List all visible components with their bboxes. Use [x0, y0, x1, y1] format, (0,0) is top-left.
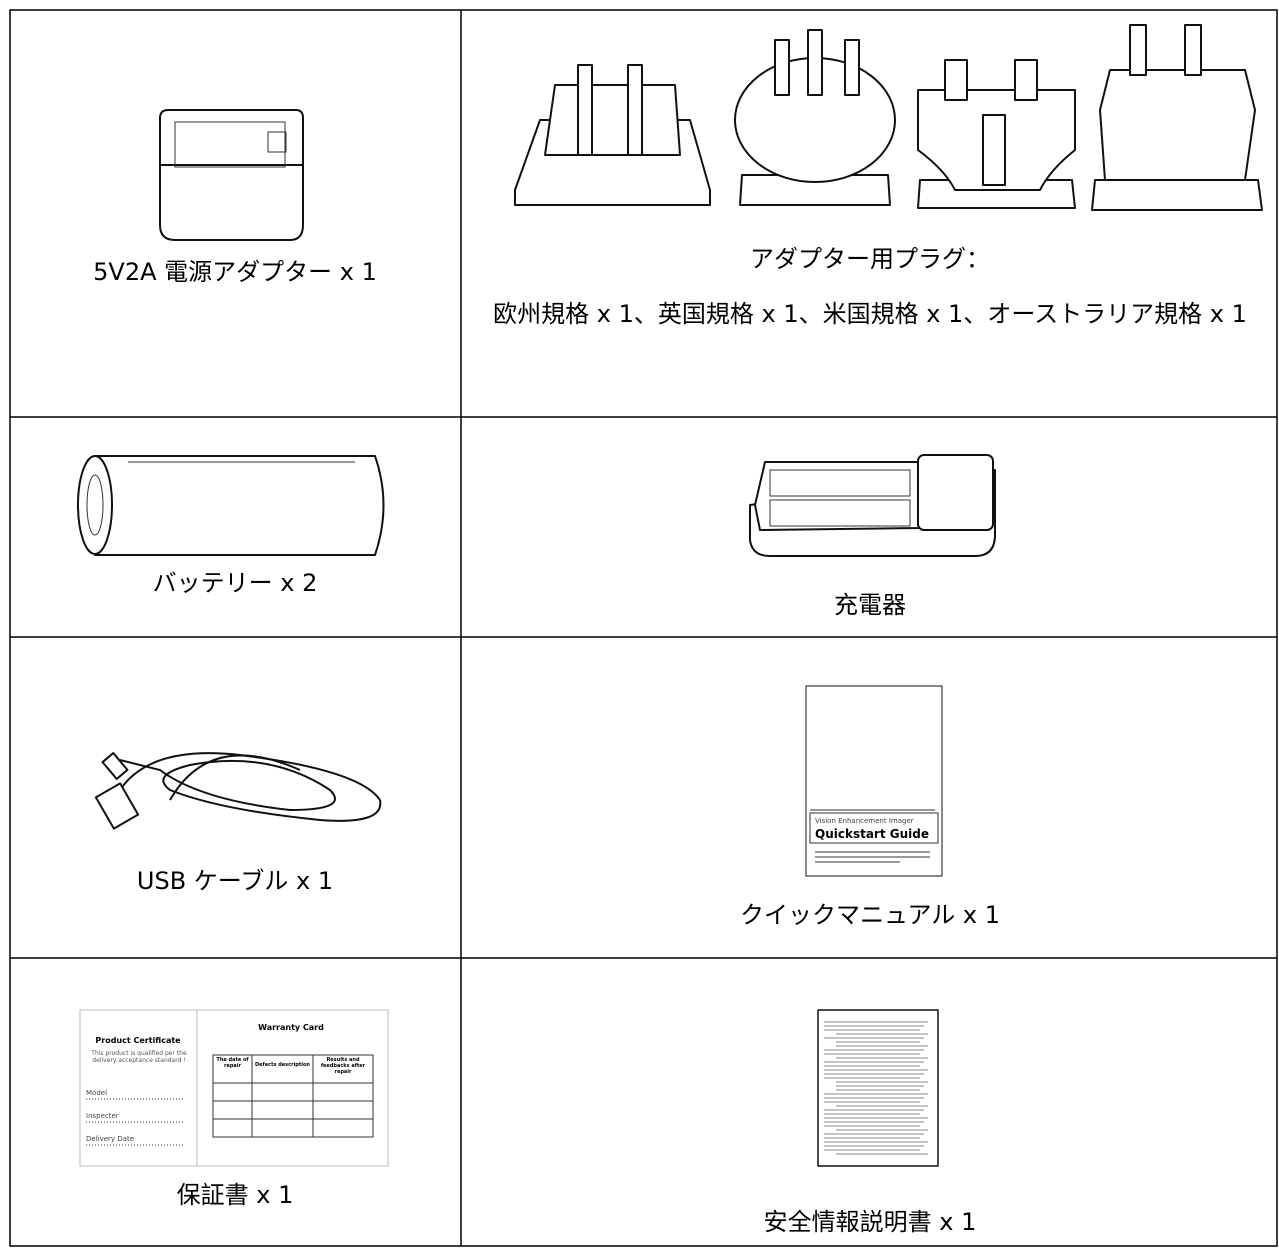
caption-detail: 欧州規格 x 1、英国規格 x 1、米国規格 x 1、オーストラリア規格 x 1	[493, 300, 1247, 328]
caption: USB ケーブル x 1	[136, 867, 334, 895]
warranty-illustration: Product Certificate This product is qual…	[79, 1009, 389, 1167]
certificate-title: Product Certificate	[95, 1036, 181, 1045]
caption: アダプター用プラグ：	[750, 245, 990, 273]
warranty-col-box: The date of repair	[216, 1057, 249, 1069]
certificate-field: Inspecter	[86, 1112, 119, 1120]
table-border	[9, 9, 1278, 1247]
booklet-illustration: Vision Enhancement Imager Quickstart Gui…	[805, 685, 943, 877]
caption: バッテリー x 2	[152, 569, 318, 597]
certificate-text: This product is qualified per the delive…	[91, 1050, 187, 1064]
cable-illustration	[94, 752, 382, 830]
warranty-col: Results and feedbacks after repair	[320, 1057, 366, 1075]
warranty-col: The date of repair	[216, 1057, 249, 1069]
caption: 安全情報説明書 x 1	[763, 1208, 977, 1236]
safety-sheet-illustration	[817, 1009, 939, 1167]
battery-illustration	[77, 455, 385, 556]
caption: 保証書 x 1	[176, 1181, 294, 1209]
certificate-field: Delivery Date	[86, 1135, 134, 1143]
charger-illustration	[749, 454, 996, 557]
plugs-illustration	[514, 24, 1263, 211]
warranty-title: Warranty Card	[258, 1023, 324, 1032]
certificate-field: Model	[86, 1089, 107, 1097]
caption: 充電器	[834, 591, 906, 619]
warranty-col: Defects description	[255, 1062, 310, 1068]
warranty-col-box: Defects description	[255, 1062, 310, 1068]
adapter-illustration	[159, 109, 304, 241]
certificate-text-box: This product is qualified per the delive…	[91, 1050, 187, 1064]
caption: 5V2A 電源アダプター x 1	[93, 258, 377, 286]
booklet-title: Quickstart Guide	[815, 827, 929, 841]
warranty-col-box: Results and feedbacks after repair	[320, 1057, 366, 1075]
caption: クイックマニュアル x 1	[739, 901, 1000, 929]
booklet-subtitle: Vision Enhancement Imager	[815, 817, 914, 825]
